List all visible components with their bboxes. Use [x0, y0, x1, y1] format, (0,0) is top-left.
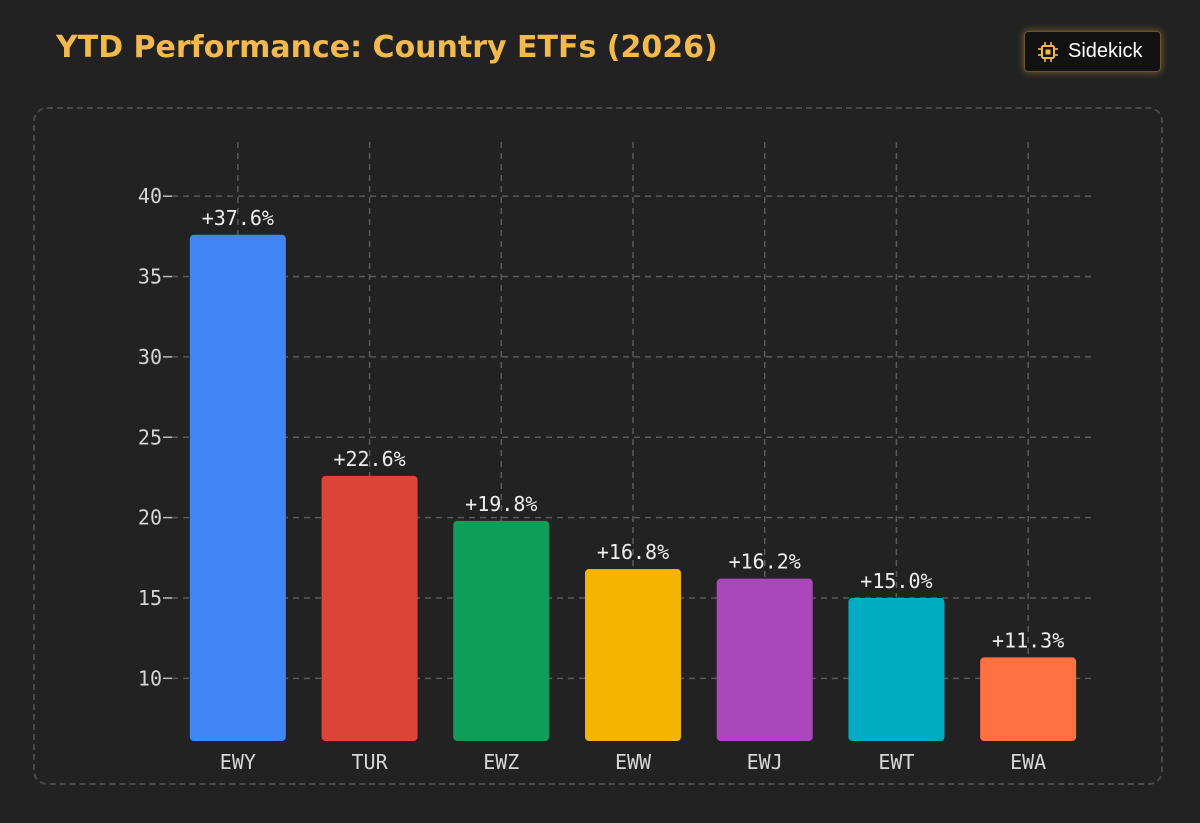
value-labels: +37.6% +22.6% +19.8% +16.8% +16.2% +15.0% +11.… — [202, 206, 1065, 653]
bar-ewa — [980, 657, 1077, 741]
x-tick-label-ewz: EWZ — [483, 750, 519, 774]
value-label-ewt: +15.0% — [860, 569, 932, 593]
y-tick-label: 25 — [138, 425, 162, 449]
bar-tur — [321, 475, 418, 741]
value-label-ewj: +16.2% — [729, 550, 801, 574]
x-tick-label-ewj: EWJ — [747, 750, 783, 774]
bars — [189, 234, 1077, 741]
y-tick-label: 30 — [138, 345, 162, 369]
y-axis: 10 15 20 25 30 35 40 — [138, 184, 172, 690]
chip-icon — [1038, 41, 1058, 62]
sidekick-label: Sidekick — [1068, 40, 1143, 62]
y-tick-label: 35 — [138, 265, 162, 289]
y-tick-label: 10 — [138, 666, 162, 690]
bar-ewz — [453, 520, 550, 741]
bar-ewt — [848, 597, 945, 741]
bar-ewy — [189, 234, 286, 741]
chart-panel — [33, 107, 1163, 785]
y-tick-label: 40 — [138, 184, 162, 208]
chart-title: YTD Performance: Country ETFs (2026) — [56, 30, 718, 65]
x-tick-label-eww: EWW — [615, 750, 652, 774]
bar-ewj — [716, 578, 813, 741]
value-label-ewz: +19.8% — [465, 492, 537, 516]
sidekick-button[interactable]: Sidekick — [1024, 31, 1161, 72]
bar-eww — [585, 569, 681, 741]
x-tick-label-ewy: EWY — [220, 750, 256, 774]
y-tick-label: 20 — [138, 506, 162, 530]
value-label-eww: +16.8% — [597, 540, 669, 564]
x-tick-label-ewt: EWT — [878, 750, 914, 774]
x-axis: EWY TUR EWZ EWW EWJ EWT EWA — [220, 750, 1046, 774]
value-label-tur: +22.6% — [333, 447, 405, 471]
x-tick-label-ewa: EWA — [1010, 750, 1046, 774]
value-label-ewa: +11.3% — [992, 628, 1064, 652]
x-tick-label-tur: TUR — [352, 750, 389, 774]
y-tick-label: 15 — [138, 586, 162, 610]
value-label-ewy: +37.6% — [202, 206, 274, 230]
